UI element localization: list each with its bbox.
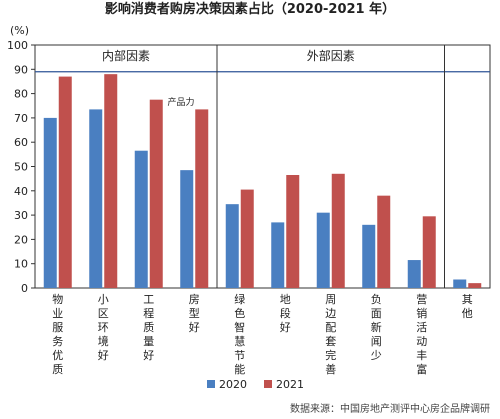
bar-2021 (58, 76, 72, 288)
bar-2021 (377, 195, 391, 288)
y-tick-label: 100 (7, 39, 28, 52)
bar-2020 (43, 117, 57, 289)
annotation-product-power: 产品力 (167, 96, 194, 108)
source-note: 数据来源：中国房地产测评中心房企品牌调研 (290, 402, 490, 415)
category-label: 其他 (462, 293, 473, 320)
bar-2021 (286, 175, 300, 288)
chart-title: 影响消费者购房决策因素占比（2020-2021 年） (105, 1, 395, 17)
group-label: 外部因素 (307, 48, 355, 63)
y-tick-label: 20 (14, 233, 28, 246)
bar-2020 (271, 222, 285, 288)
category-label: 小区环境好 (98, 293, 109, 362)
y-tick-label: 50 (14, 161, 28, 174)
category-label: 工程质量好 (143, 293, 154, 362)
axes: 0 10 20 30 40 50 60 70 80 90 100 内部因素 外部因素 (7, 39, 491, 295)
group-label: 内部因素 (102, 48, 150, 63)
bar-2021 (240, 189, 254, 288)
bar-2021 (331, 173, 345, 288)
legend-label: 2021 (276, 378, 304, 391)
bar-2021 (422, 216, 436, 288)
category-label: 房型好 (189, 293, 200, 334)
bar-2020 (407, 260, 421, 288)
bar-2020 (180, 170, 194, 288)
category-label: 周边配套完善 (325, 293, 336, 376)
bar-2020 (316, 212, 330, 288)
plot-frame (34, 44, 491, 289)
y-axis-unit-label: (%) (10, 24, 29, 37)
bar-2020 (225, 204, 239, 288)
bar-2020 (362, 224, 376, 288)
legend: 2020 2021 (207, 378, 304, 391)
y-tick-label: 90 (14, 63, 28, 76)
bar-2020 (89, 109, 103, 289)
bar-2021 (149, 99, 163, 288)
legend-label: 2020 (219, 378, 247, 391)
y-tick-label: 80 (14, 88, 28, 101)
category-label: 负面新闻少 (371, 292, 382, 362)
bars (43, 74, 482, 289)
category-label: 营销活动丰富 (416, 292, 427, 376)
category-label: 绿色智慧节能 (234, 292, 245, 376)
category-label: 物业服务优质 (52, 292, 63, 376)
y-tick-label: 70 (14, 112, 28, 125)
category-label: 地段好 (280, 293, 291, 334)
y-tick-label: 60 (14, 136, 28, 149)
y-tick-label: 40 (14, 185, 28, 198)
bar-2021 (104, 74, 118, 288)
y-tick-label: 10 (14, 258, 28, 271)
category-labels: 物业服务优质 小区环境好 工程质量好 房型好 绿色智慧节能 地段好 周边配套完善 负面新闻少 营… (52, 292, 473, 376)
bar-2020 (134, 150, 148, 288)
y-tick-label: 0 (21, 282, 28, 295)
bar-2021 (195, 109, 209, 289)
bar-2020 (453, 279, 467, 288)
bar-2021 (468, 283, 482, 288)
legend-swatch-2020 (207, 380, 215, 388)
legend-swatch-2021 (264, 380, 272, 388)
y-tick-label: 30 (14, 209, 28, 222)
